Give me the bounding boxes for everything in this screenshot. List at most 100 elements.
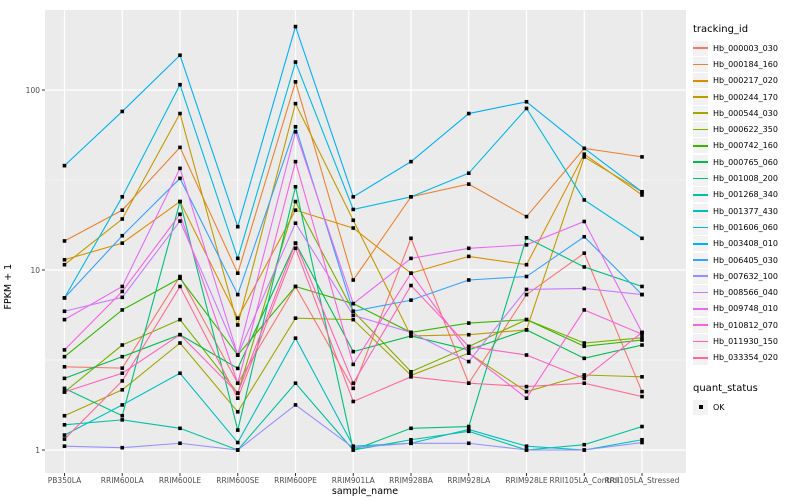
data-point xyxy=(293,246,298,251)
legend-item-Hb_000184_160: Hb_000184_160 xyxy=(693,56,799,72)
data-point xyxy=(120,109,125,114)
legend-item-label: Hb_010812_070 xyxy=(713,320,778,330)
data-point xyxy=(582,448,587,452)
legend-item-label: Hb_000742_160 xyxy=(713,141,778,151)
legend-key-swatch xyxy=(693,301,708,317)
data-point xyxy=(178,212,182,217)
legend-item-label: Hb_011930_150 xyxy=(713,336,778,346)
legend-item-Hb_001268_340: Hb_001268_340 xyxy=(693,187,799,203)
legend-item-label: Hb_009748_010 xyxy=(713,304,778,314)
data-point xyxy=(62,262,67,267)
data-point xyxy=(351,317,356,322)
series-line-Hb_000217_020 xyxy=(64,153,643,320)
data-point xyxy=(293,80,298,84)
data-point xyxy=(293,381,298,386)
data-point xyxy=(524,214,529,219)
data-point xyxy=(466,429,471,434)
data-point xyxy=(351,226,356,230)
data-point xyxy=(582,146,587,151)
legend-key-swatch xyxy=(693,285,708,301)
data-point xyxy=(582,341,587,345)
data-point xyxy=(178,219,182,223)
data-point xyxy=(235,410,240,414)
data-point xyxy=(235,323,240,327)
data-point xyxy=(582,308,587,312)
data-point xyxy=(409,195,413,199)
legend-item-label: Hb_000544_030 xyxy=(713,108,778,118)
data-point xyxy=(524,292,529,297)
data-point xyxy=(582,373,587,377)
legend-item-label: OK xyxy=(713,402,725,412)
data-point xyxy=(62,437,67,441)
data-point xyxy=(235,353,240,357)
data-point xyxy=(640,375,644,379)
data-point xyxy=(524,396,529,400)
data-point xyxy=(235,391,240,395)
data-point xyxy=(120,366,125,370)
data-point xyxy=(62,309,67,314)
series-color-line-icon xyxy=(693,259,708,261)
series-color-line-icon xyxy=(693,275,708,278)
data-point xyxy=(524,448,529,452)
data-point xyxy=(351,445,356,450)
legend-item-label: Hb_000622_350 xyxy=(713,125,778,135)
legend-item-Hb_006405_030: Hb_006405_030 xyxy=(693,252,799,268)
data-point xyxy=(120,387,125,392)
data-point xyxy=(640,424,644,429)
data-point xyxy=(178,166,182,171)
legend-item-label: Hb_006405_030 xyxy=(713,255,778,265)
legend-item-Hb_001606_060: Hb_001606_060 xyxy=(693,219,799,235)
legend-key-swatch xyxy=(693,89,708,105)
series-color-line-icon xyxy=(693,145,708,147)
data-point xyxy=(293,403,298,407)
data-point xyxy=(293,221,298,225)
data-point xyxy=(524,328,529,332)
data-point xyxy=(235,366,240,371)
data-point xyxy=(524,99,529,104)
data-point xyxy=(235,381,240,386)
data-point xyxy=(640,389,644,394)
data-point xyxy=(120,413,125,418)
data-point xyxy=(466,344,471,349)
data-point xyxy=(524,317,529,322)
series-line-Hb_001606_060 xyxy=(64,60,643,299)
data-point xyxy=(409,441,413,446)
data-point xyxy=(351,444,356,448)
legend-panel: tracking_id Hb_000003_030 Hb_000184_160 Hb… xyxy=(693,24,799,415)
data-point xyxy=(178,111,182,116)
data-point xyxy=(582,381,587,386)
legend-item-label: Hb_001377_430 xyxy=(713,206,778,216)
data-point xyxy=(120,308,125,312)
plot-area-svg xyxy=(45,10,686,473)
data-point xyxy=(293,316,298,320)
data-point xyxy=(409,426,413,431)
series-line-Hb_001268_340 xyxy=(64,382,643,451)
data-point xyxy=(582,286,587,291)
series-line-Hb_007632_100 xyxy=(64,404,643,451)
series-color-line-icon xyxy=(693,161,708,164)
data-point xyxy=(351,218,356,223)
data-point xyxy=(524,235,529,240)
data-point xyxy=(178,284,182,289)
data-point xyxy=(640,284,644,289)
data-point xyxy=(351,309,356,314)
data-point xyxy=(120,354,125,359)
data-point xyxy=(524,444,529,448)
legend-key-swatch xyxy=(693,56,708,72)
data-point xyxy=(178,199,182,204)
series-color-line-icon xyxy=(693,242,708,245)
data-point xyxy=(582,219,587,224)
legend-item-Hb_003408_010: Hb_003408_010 xyxy=(693,236,799,252)
data-point xyxy=(582,265,587,269)
data-point xyxy=(178,317,182,322)
data-point xyxy=(120,241,125,245)
data-point xyxy=(409,375,413,379)
data-point xyxy=(409,437,413,442)
data-point xyxy=(120,208,125,212)
data-point xyxy=(235,256,240,261)
data-point xyxy=(640,193,644,197)
data-point xyxy=(120,379,125,383)
data-point xyxy=(235,271,240,275)
series-line-Hb_003408_010 xyxy=(64,24,643,229)
data-point xyxy=(524,243,529,247)
